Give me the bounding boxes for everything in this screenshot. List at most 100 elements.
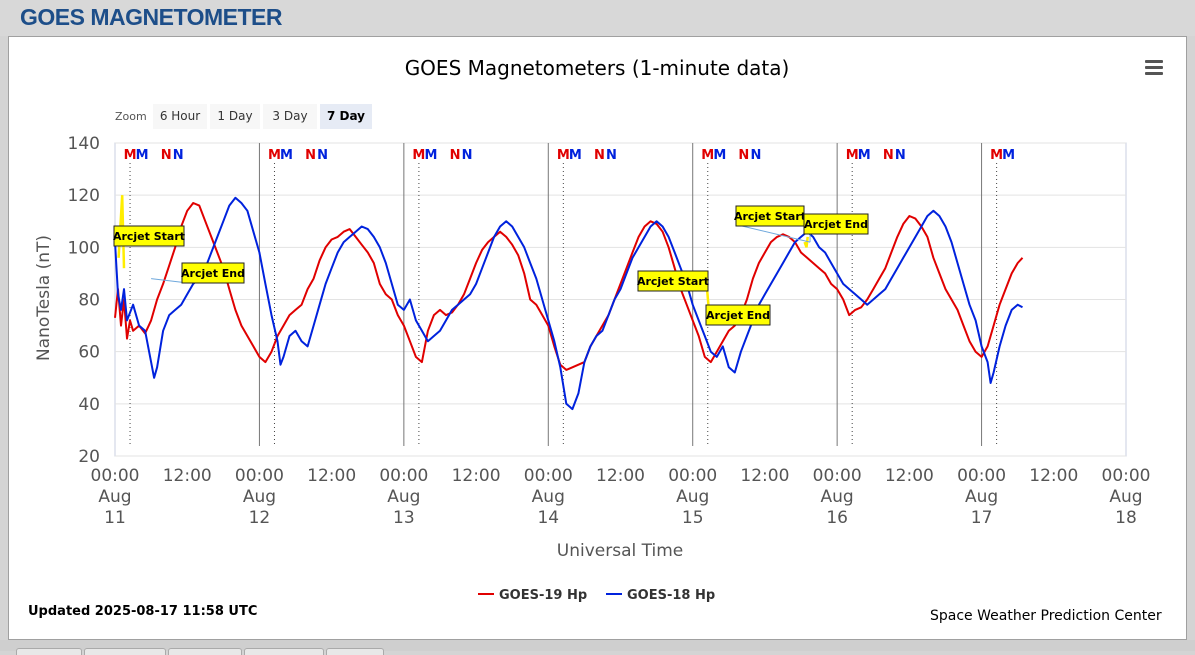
top-marker: N bbox=[606, 148, 617, 163]
top-marker: M bbox=[701, 148, 714, 163]
top-marker: M bbox=[124, 148, 137, 163]
top-marker: M bbox=[557, 148, 570, 163]
x-tick-label: 00:00 bbox=[957, 466, 1006, 486]
bottom-tab[interactable] bbox=[84, 648, 166, 655]
legend-label: GOES-19 Hp bbox=[499, 588, 587, 603]
x-tick-label: 12:00 bbox=[885, 466, 934, 486]
bottom-tab[interactable] bbox=[16, 648, 82, 655]
y-axis-label: NanoTesla (nT) bbox=[34, 235, 54, 361]
x-tick-label: Aug bbox=[676, 487, 709, 507]
zoom-1-day-button[interactable]: 1 Day bbox=[210, 104, 260, 129]
series-lines bbox=[115, 195, 1023, 409]
x-tick-label: 17 bbox=[971, 508, 993, 528]
x-tick-label: 00:00 bbox=[813, 466, 862, 486]
y-tick-labels: 20 40 60 80 100 120 140 bbox=[68, 134, 100, 467]
x-axis-label: Universal Time bbox=[557, 541, 683, 561]
top-marker: N bbox=[750, 148, 761, 163]
top-marker: N bbox=[450, 148, 461, 163]
credits-link[interactable]: Space Weather Prediction Center bbox=[930, 608, 1162, 624]
menu-icon[interactable] bbox=[1145, 60, 1163, 76]
top-marker: M bbox=[713, 148, 726, 163]
top-marker: M bbox=[569, 148, 582, 163]
top-marker: M bbox=[846, 148, 859, 163]
top-marker: M bbox=[1002, 148, 1015, 163]
top-marker: M bbox=[268, 148, 281, 163]
x-tick-label: 11 bbox=[104, 508, 126, 528]
top-marker: N bbox=[317, 148, 328, 163]
top-marker: M bbox=[424, 148, 437, 163]
y-tick-label: 120 bbox=[68, 186, 100, 206]
bottom-tab[interactable] bbox=[326, 648, 384, 655]
arcjet-annotation-label: Arcjet End bbox=[706, 309, 770, 322]
x-tick-label: 12:00 bbox=[307, 466, 356, 486]
top-marker: M bbox=[280, 148, 293, 163]
y-tick-label: 140 bbox=[68, 134, 100, 154]
bottom-tab[interactable] bbox=[244, 648, 324, 655]
zoom-7-day-button[interactable]: 7 Day bbox=[320, 104, 372, 129]
x-tick-label: Aug bbox=[821, 487, 854, 507]
annotation-connector bbox=[742, 226, 810, 242]
x-tick-label: 00:00 bbox=[379, 466, 428, 486]
x-tick-label: Aug bbox=[98, 487, 131, 507]
zoom-label: Zoom bbox=[115, 110, 147, 123]
legend-label: GOES-18 Hp bbox=[627, 588, 715, 603]
y-tick-label: 60 bbox=[78, 343, 100, 363]
top-marker: M bbox=[136, 148, 149, 163]
arcjet-segment bbox=[805, 237, 808, 247]
arcjet-annotation-label: Arcjet Start bbox=[113, 230, 185, 243]
x-tick-label: 12:00 bbox=[596, 466, 645, 486]
x-tick-label: 14 bbox=[537, 508, 559, 528]
x-tick-label: 00:00 bbox=[91, 466, 140, 486]
zoom-6-hour-button[interactable]: 6 Hour bbox=[153, 104, 207, 129]
x-tick-label: 00:00 bbox=[668, 466, 717, 486]
arcjet-annotation-label: Arcjet Start bbox=[637, 275, 709, 288]
day-dividers bbox=[130, 143, 997, 446]
grid-lines bbox=[115, 143, 1126, 456]
top-marker: N bbox=[883, 148, 894, 163]
top-marker: N bbox=[895, 148, 906, 163]
x-tick-label: 12:00 bbox=[452, 466, 501, 486]
top-marker: M bbox=[858, 148, 871, 163]
y-tick-label: 100 bbox=[68, 238, 100, 258]
top-marker: M bbox=[412, 148, 425, 163]
x-tick-label: 00:00 bbox=[524, 466, 573, 486]
top-marker: M bbox=[990, 148, 1003, 163]
top-marker: N bbox=[462, 148, 473, 163]
x-tick-label: 12:00 bbox=[1029, 466, 1078, 486]
x-tick-label: 13 bbox=[393, 508, 415, 528]
arcjet-annotation-label: Arcjet End bbox=[804, 218, 868, 231]
zoom-3-day-button[interactable]: 3 Day bbox=[263, 104, 317, 129]
x-tick-label: 16 bbox=[826, 508, 848, 528]
top-marker: N bbox=[161, 148, 172, 163]
legend[interactable]: GOES-19 Hp GOES-18 Hp bbox=[478, 588, 715, 603]
top-marker: N bbox=[738, 148, 749, 163]
x-tick-label: 18 bbox=[1115, 508, 1137, 528]
chart-title: GOES Magnetometers (1-minute data) bbox=[405, 56, 790, 80]
x-tick-label: 12:00 bbox=[740, 466, 789, 486]
x-tick-label: 00:00 bbox=[1102, 466, 1151, 486]
x-tick-label: Aug bbox=[387, 487, 420, 507]
y-tick-label: 80 bbox=[78, 291, 100, 311]
x-tick-label: Aug bbox=[532, 487, 565, 507]
updated-timestamp: Updated 2025-08-17 11:58 UTC bbox=[28, 604, 257, 619]
x-tick-label: Aug bbox=[965, 487, 998, 507]
x-tick-label: Aug bbox=[243, 487, 276, 507]
x-tick-label: 00:00 bbox=[235, 466, 284, 486]
y-tick-label: 40 bbox=[78, 395, 100, 415]
arcjet-annotation-label: Arcjet End bbox=[181, 267, 245, 280]
y-tick-label: 20 bbox=[78, 447, 100, 467]
top-marker: N bbox=[305, 148, 316, 163]
series-line-goes-18 bbox=[115, 198, 1023, 409]
x-tick-label: Aug bbox=[1109, 487, 1142, 507]
x-tick-label: 12 bbox=[249, 508, 271, 528]
arcjet-annotation-label: Arcjet Start bbox=[734, 210, 806, 223]
x-tick-label: 15 bbox=[682, 508, 704, 528]
x-tick-label: 12:00 bbox=[163, 466, 212, 486]
top-marker: N bbox=[173, 148, 184, 163]
bottom-tab[interactable] bbox=[168, 648, 242, 655]
top-marker: N bbox=[594, 148, 605, 163]
